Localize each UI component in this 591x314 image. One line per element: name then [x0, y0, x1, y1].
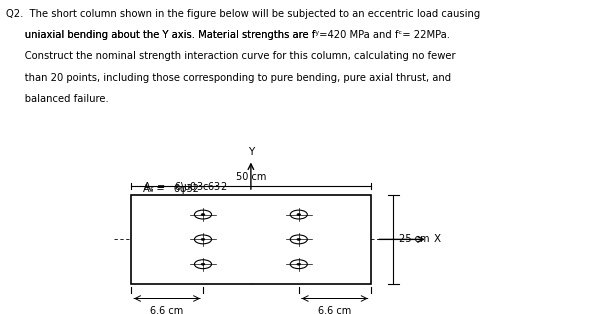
Circle shape: [297, 214, 301, 215]
Text: 25 cm: 25 cm: [399, 234, 430, 244]
Text: 6.6 cm: 6.6 cm: [318, 306, 351, 314]
Text: uniaxial bending about the Y axis. Material strengths are f: uniaxial bending about the Y axis. Mater…: [6, 30, 315, 40]
Text: balanced failure.: balanced failure.: [6, 94, 109, 104]
Circle shape: [201, 238, 205, 240]
Circle shape: [201, 214, 205, 215]
Text: Construct the nominal strength interaction curve for this column, calculating no: Construct the nominal strength interacti…: [6, 51, 455, 62]
Circle shape: [201, 263, 205, 265]
Circle shape: [297, 263, 301, 265]
Text: Q2.  The short column shown in the figure below will be subjected to an eccentri: Q2. The short column shown in the figure…: [6, 9, 480, 19]
Text: Y: Y: [248, 147, 254, 157]
Text: Aₛ =   6φ32: Aₛ = 6φ32: [142, 184, 199, 193]
Text: 50 cm: 50 cm: [236, 172, 266, 182]
Text: 6.6 cm: 6.6 cm: [151, 306, 184, 314]
Text: A$_s$ =   6\u03c632: A$_s$ = 6\u03c632: [142, 180, 227, 193]
Circle shape: [297, 238, 301, 240]
Text: uniaxial bending about the Y axis. Material strengths are fʸ=420 MPa and fᶜ= 22M: uniaxial bending about the Y axis. Mater…: [6, 30, 450, 40]
Text: than 20 points, including those corresponding to pure bending, pure axial thrust: than 20 points, including those correspo…: [6, 73, 451, 83]
Text: X: X: [433, 234, 440, 244]
